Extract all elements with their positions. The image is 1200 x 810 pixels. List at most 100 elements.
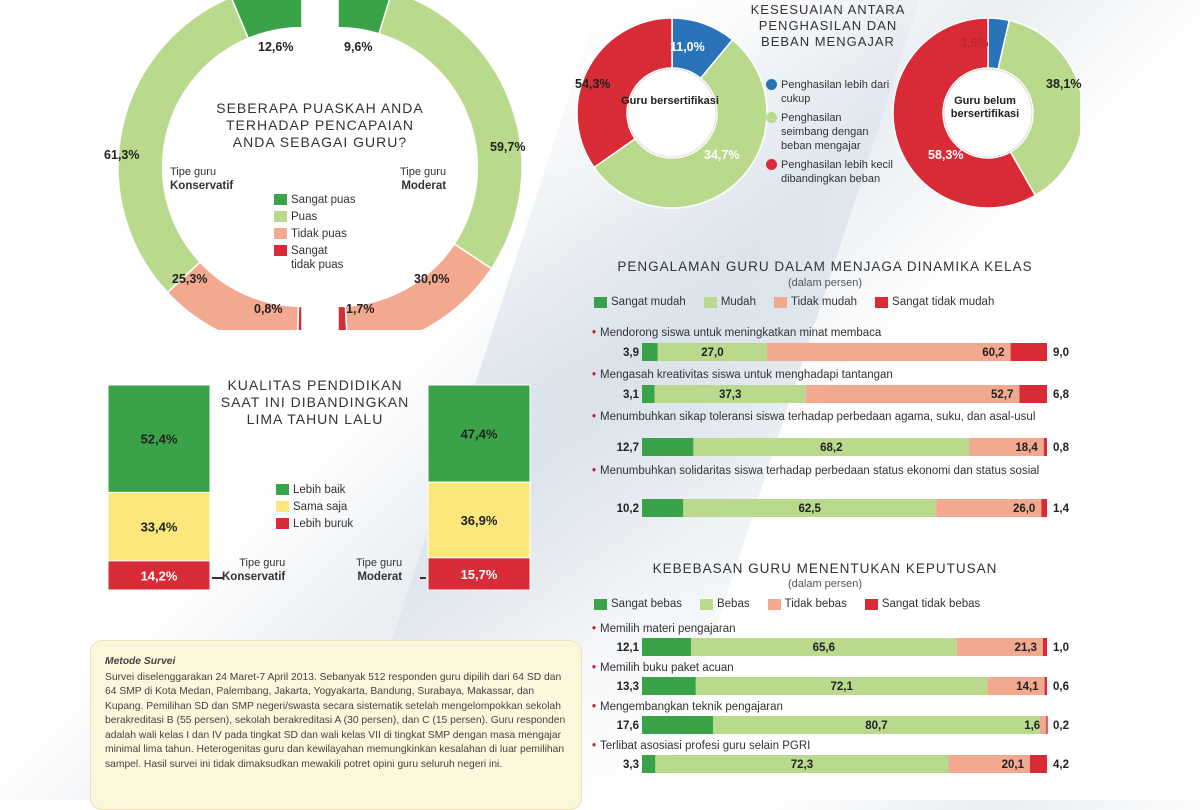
legend-label: Mudah	[720, 296, 756, 308]
survey-method-box: Metode Survei Survei diselenggarakan 24 …	[90, 640, 582, 810]
quality-bar-label-1-2: 15,7%	[461, 567, 498, 582]
legend-swatch	[703, 296, 717, 308]
inc-sert-lebih-label: 11,0%	[670, 40, 705, 54]
legend-swatch	[276, 518, 289, 529]
dynamics-left-label-2: 12,7	[617, 442, 639, 454]
question-label: Memilih buku paket acuan	[600, 662, 734, 674]
legend-swatch	[274, 211, 287, 222]
income-legend: Penghasilan lebih dari cukup Penghasilan…	[766, 78, 906, 189]
type-label-top: Tipe guru	[356, 557, 403, 569]
freedom-title: KEBEBASAN GURU MENENTUKAN KEPUTUSAN	[652, 561, 998, 576]
freedom-question-1: • Memilih materi pengajaran	[592, 623, 1062, 636]
sat-moderat-slice-2	[344, 242, 493, 330]
dynamics-question-2: • Mengasah kreativitas siswa untuk mengha…	[592, 369, 1062, 382]
legend-swatch	[274, 245, 287, 256]
question-label: Mengasah kreativitas siswa untuk menghad…	[600, 369, 893, 381]
bullet-icon: •	[592, 623, 597, 635]
freedom-question-3: • Mengembangkan teknik pengajaran	[592, 701, 1062, 714]
legend-swatch	[699, 598, 713, 610]
legend-swatch	[274, 228, 287, 239]
bullet-icon: •	[592, 369, 597, 381]
freedom-left-label-0: 12,1	[617, 642, 640, 654]
bullet-icon: •	[592, 465, 597, 477]
dynamics-bar-1-3	[1019, 385, 1047, 403]
legend-label: Puas	[291, 211, 318, 223]
dynamics-bar-1-0	[642, 385, 655, 403]
dynamics-bar-1-1	[654, 385, 806, 403]
quality-bar-label-0-2: 14,2%	[141, 568, 178, 583]
quality-bar-label-0-1: 33,4%	[141, 520, 178, 535]
inc-sert-seimbang-label: 54,3%	[575, 77, 611, 91]
dynamics-bar-1-2	[805, 385, 1020, 403]
legend-swatch	[766, 112, 777, 123]
legend-label: Lebih buruk	[293, 518, 354, 530]
quality-left-type: Tipe guru Konservatif	[222, 556, 285, 584]
legend-item: Sangat mudah	[594, 296, 686, 308]
dynamics-right-label-1: 6,8	[1053, 389, 1070, 401]
legend-item: Tidak mudah	[773, 296, 857, 308]
income-center-left: Guru bersertifikasi	[621, 95, 719, 107]
freedom-bar-1-1	[695, 677, 988, 695]
legend-item: Sangat tidak puas	[274, 244, 356, 272]
method-title: Metode Survei	[105, 656, 176, 667]
legend-item: Sangat bebas	[594, 598, 682, 610]
income-belum-slice-2	[892, 17, 1037, 209]
dynamics-right-label-0: 9,0	[1053, 347, 1069, 359]
donut-hole	[627, 68, 717, 158]
sat-mod-sangat-puas-label: 9,6%	[344, 40, 373, 54]
konservatif-type-label: Tipe guru Konservatif	[170, 165, 233, 193]
income-center-right: Guru belum bersertifikasi	[950, 95, 1020, 120]
freedom-bar-label-3-2: 20,1	[1002, 759, 1025, 771]
dynamics-left-label-1: 3,1	[623, 389, 640, 401]
donut-hole	[943, 68, 1033, 158]
dynamics-bar-label-1-1: 37,3	[719, 389, 741, 401]
legend-swatch	[274, 194, 287, 205]
sat-mod-tidak-puas-label: 30,0%	[414, 272, 450, 286]
freedom-bar-0-2	[956, 638, 1043, 656]
freedom-legend: Sangat bebas Bebas Tidak bebas Sangat ti…	[594, 598, 998, 610]
legend-swatch	[864, 598, 878, 610]
dynamics-bar-label-3-1: 62,5	[799, 503, 822, 515]
question-label: Memilih materi pengajaran	[600, 623, 736, 635]
legend-swatch	[766, 79, 777, 90]
legend-item: Mudah	[703, 296, 756, 308]
sat-konservatif-slice-1	[117, 0, 250, 294]
quality-bar-1-2	[427, 557, 531, 591]
quality-chart: 52,4% 33,4% 14,2% 47,4% 36,9% 15,7%	[107, 384, 531, 591]
freedom-bar-3-3	[1029, 755, 1047, 773]
freedom-bar-3-1	[655, 755, 949, 773]
income-title: KESESUAIAN ANTARA PENGHASILAN DAN BEBAN …	[750, 2, 906, 49]
legend-label: Sangat puas	[291, 194, 356, 206]
quality-bar-1-0	[427, 384, 531, 483]
quality-bar-0-2	[107, 560, 211, 591]
sat-mod-puas-label: 59,7%	[490, 140, 526, 154]
quality-bar-0-1	[107, 491, 211, 562]
legend-swatch	[767, 598, 781, 610]
sat-kons-sangat-tidak-puas-label: 0,8%	[254, 302, 283, 316]
freedom-bar-3-0	[642, 755, 656, 773]
freedom-right-label-1: 0,6	[1053, 681, 1069, 693]
legend-item: Tidak puas	[274, 227, 356, 241]
dynamics-bar-2-3	[1043, 438, 1047, 456]
question-label: Mendorong siswa untuk meningkatkan minat…	[600, 327, 882, 339]
quality-bar-label-1-0: 47,4%	[461, 427, 498, 442]
type-label-top: Tipe guru	[239, 557, 286, 569]
dynamics-right-label-2: 0,8	[1053, 442, 1070, 454]
dynamics-legend: Sangat mudah Mudah Tidak mudah Sangat ti…	[594, 296, 1012, 308]
dynamics-bar-2-2	[969, 438, 1044, 456]
dynamics-bar-3-3	[1041, 499, 1047, 517]
dynamics-bar-label-2-2: 18,4	[1015, 442, 1038, 454]
dynamics-bar-label-3-2: 26,0	[1013, 503, 1035, 515]
method-body: Survei diselenggarakan 24 Maret-7 April …	[105, 671, 566, 770]
quality-bar-0-0	[107, 384, 211, 493]
quality-bar-label-0-0: 52,4%	[141, 432, 178, 447]
type-label-name: Konservatif	[170, 180, 234, 192]
dynamics-subtitle: (dalam persen)	[788, 277, 862, 289]
freedom-bar-1-0	[642, 677, 696, 695]
legend-label: Tidak bebas	[784, 598, 847, 610]
type-label-name: Moderat	[401, 180, 447, 192]
legend-item: Lebih buruk	[276, 517, 353, 531]
legend-label: Lebih baik	[293, 484, 346, 496]
quality-legend: Lebih baik Sama saja Lebih buruk	[276, 483, 353, 534]
freedom-bar-2-2	[1039, 716, 1047, 734]
